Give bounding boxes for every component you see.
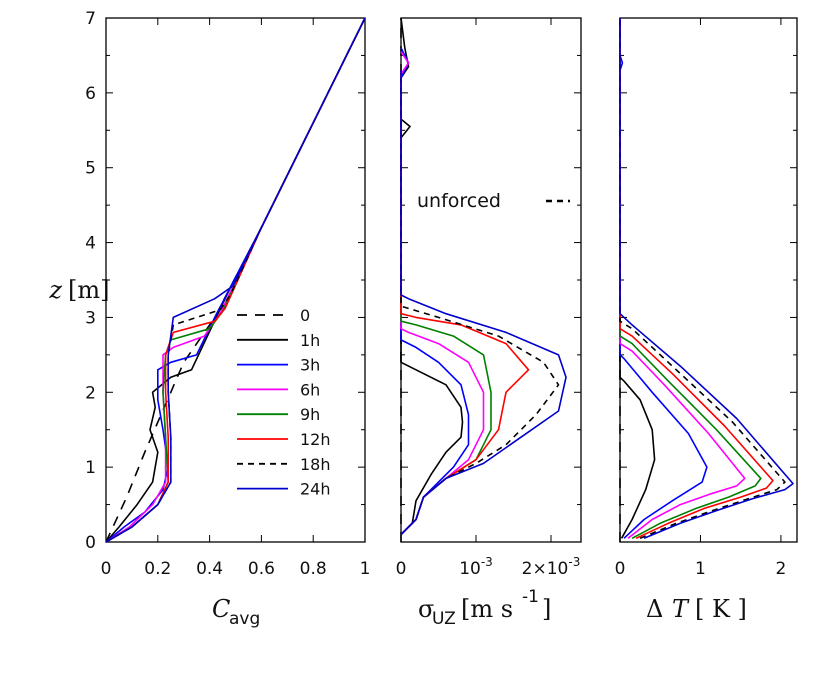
panel-cavg-tick-labels: 0 0.2 0.4 0.6 0.8 1 <box>101 559 371 579</box>
panel-cavg-lines <box>105 17 366 543</box>
annotation-unforced: unforced <box>417 190 501 212</box>
x-tick-label-cavg: 0.6 <box>248 559 275 579</box>
legend-label-9h: 9h <box>300 405 320 424</box>
x-tick-label-cavg: 1 <box>360 559 371 579</box>
legend-label-0: 0 <box>300 306 310 325</box>
xlabel-deltaT-unit: [ K ] <box>695 595 747 623</box>
y-tick-labels: 0 1 2 3 4 5 6 7 <box>85 9 96 553</box>
series-cavg-0 <box>105 17 366 543</box>
xlabel-cavg-sub: avg <box>229 609 260 629</box>
series-sigma-12h <box>400 70 530 536</box>
panel-cavg: 0 0.2 0.4 0.6 0.8 1 C avg <box>101 17 371 629</box>
xlabel-cavg-main: C <box>212 595 230 623</box>
panel-sigma-ticks <box>400 17 581 543</box>
series-deltaT-18h <box>619 18 786 540</box>
y-tick-label-6: 6 <box>85 84 96 104</box>
panel-sigma-tick-labels: 0 10-3 2×10-3 <box>396 555 581 579</box>
series-deltaT-1h <box>619 18 656 539</box>
panel-sigma: 0 10-3 2×10-3 unforced σ UZ [m s -1 ] <box>396 17 582 629</box>
series-deltaT-6h <box>619 18 746 539</box>
xlabel-deltaT-main: Δ <box>646 595 663 623</box>
series-sigma-1h <box>400 17 464 536</box>
xlabel-sigma-unit: [m s <box>461 595 513 623</box>
x-tick-label-deltaT: 0 <box>615 559 626 579</box>
y-tick-label-2: 2 <box>85 383 96 403</box>
panel-deltaT-lines <box>619 18 794 542</box>
y-axis-label: z [m] <box>48 276 109 304</box>
xlabel-deltaT-var: T <box>672 595 690 623</box>
x-tick-label-sigma: 0 <box>396 559 407 579</box>
xlabel-sigma-close: ] <box>542 595 551 623</box>
series-deltaT-24h <box>619 18 794 540</box>
series-deltaT-12h <box>619 18 774 540</box>
x-tick-label-cavg: 0.2 <box>144 559 171 579</box>
x-tick-label-sigma: 2×10-3 <box>522 555 581 579</box>
x-tick-label-cavg: 0.4 <box>196 559 223 579</box>
series-sigma-3h <box>400 47 470 536</box>
x-tick-label-sigma: 10-3 <box>459 555 493 579</box>
y-tick-label-4: 4 <box>85 234 96 254</box>
x-tick-label-deltaT: 2 <box>775 559 786 579</box>
x-tick-label-cavg: 0 <box>101 559 112 579</box>
y-label-var: z <box>48 276 62 304</box>
series-cavg-24h <box>105 17 366 543</box>
legend-label-12h: 12h <box>300 430 331 449</box>
x-tick-label-cavg: 0.8 <box>300 559 327 579</box>
y-tick-label-1: 1 <box>85 458 96 478</box>
y-tick-label-3: 3 <box>85 308 96 328</box>
y-tick-label-0: 0 <box>85 533 96 553</box>
xlabel-sigma-sup: -1 <box>522 587 539 607</box>
panel-deltaT: 0 1 2 Δ T [ K ] <box>615 17 798 623</box>
legend-label-24h: 24h <box>300 480 331 499</box>
series-sigma-9h <box>400 70 492 536</box>
x-tick-label-deltaT: 1 <box>695 559 706 579</box>
legend-label-6h: 6h <box>300 380 320 399</box>
series-deltaT-9h <box>619 18 762 540</box>
y-tick-label-5: 5 <box>85 159 96 179</box>
legend: 0 1h 3h 6h 9h 12h 18h 24h <box>237 306 331 499</box>
legend-label-3h: 3h <box>300 356 320 375</box>
panel-deltaT-frame <box>619 17 798 543</box>
xlabel-sigma-sub: UZ <box>432 609 456 629</box>
xlabel-sigma-main: σ <box>418 595 434 623</box>
legend-label-1h: 1h <box>300 331 320 350</box>
legend-label-18h: 18h <box>300 455 331 474</box>
series-deltaT-3h <box>619 18 708 539</box>
panel-deltaT-tick-labels: 0 1 2 <box>615 559 787 579</box>
series-sigma-24h <box>400 70 567 536</box>
panel-sigma-frame <box>400 17 582 543</box>
y-tick-label-7: 7 <box>85 9 96 29</box>
panel-cavg-ticks <box>105 17 366 543</box>
panel-deltaT-ticks <box>619 17 797 543</box>
panel-sigma-lines <box>400 17 567 542</box>
y-label-unit: [m] <box>68 276 109 304</box>
